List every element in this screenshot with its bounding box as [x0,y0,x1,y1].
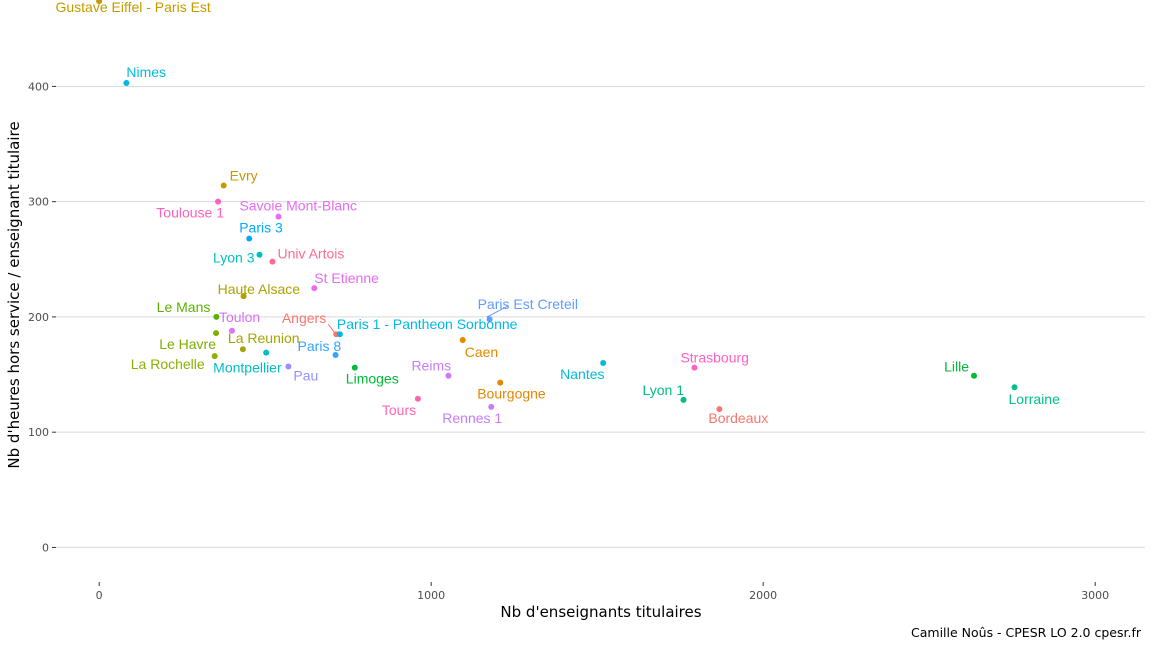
point-paris-3 [246,235,253,242]
label-montpellier: Montpellier [213,360,282,376]
label-lyon-3: Lyon 3 [213,250,255,266]
x-tick-label: 3000 [1081,589,1109,602]
point-toulon [228,327,235,334]
label-nantes: Nantes [560,366,604,382]
label-pau: Pau [293,367,318,383]
y-tick-label: 100 [28,426,49,439]
label-paris-8: Paris 8 [298,338,342,354]
point-tours [414,395,421,402]
point-savoie-mont-blanc [275,213,282,220]
x-tick-label: 1000 [417,589,445,602]
y-tick-label: 200 [28,311,49,324]
x-axis: 0 1000 2000 3000 [96,582,1109,602]
point-toulouse-1 [215,198,222,205]
point-limoges [351,364,358,371]
point-reims [445,372,452,379]
y-tick-label: 300 [28,196,49,209]
point-univ-artois [269,258,276,265]
label-gustave-eiffel-paris-est: Gustave Eiffel - Paris Est [55,0,210,15]
point-lyon-1 [680,396,687,403]
x-tick-label: 2000 [749,589,777,602]
point-strasbourg [691,364,698,371]
label-toulon: Toulon [219,309,260,325]
point-labels: Gustave Eiffel - Paris Est Nimes Evry Toulo… [55,0,1060,426]
y-axis: 0 100 200 300 400 [28,80,56,554]
label-nimes: Nimes [126,64,166,80]
label-paris-est-creteil: Paris Est Creteil [478,296,578,312]
label-lorraine: Lorraine [1009,391,1061,407]
label-paris-3: Paris 3 [239,220,283,236]
label-evry: Evry [230,168,258,184]
label-paris-1-pantheon-sorbonne: Paris 1 - Pantheon Sorbonne [337,316,518,332]
label-le-mans: Le Mans [157,299,211,315]
point-montpellier [263,349,270,356]
label-le-havre: Le Havre [159,336,216,352]
label-toulouse-1: Toulouse 1 [156,205,224,221]
point-lyon-3 [256,251,263,258]
point-la-reunion [239,346,246,353]
caption: Camille Noûs - CPESR LO 2.0 cpesr.fr [911,625,1141,640]
point-paris-est-creteil [486,316,493,323]
label-bourgogne: Bourgogne [477,386,546,402]
label-la-rochelle: La Rochelle [131,356,205,372]
point-bourgogne [497,379,504,386]
y-axis-title: Nb d'heures hors service / enseignant ti… [5,121,23,468]
label-bordeaux: Bordeaux [708,410,768,426]
label-angers: Angers [282,310,326,326]
point-la-rochelle [211,353,218,360]
point-nimes [123,79,130,86]
point-nantes [600,360,607,367]
point-bordeaux [716,406,723,413]
point-rennes-1 [488,403,495,410]
label-connectors [327,305,508,333]
label-haute-alsace: Haute Alsace [218,281,301,297]
gridlines [56,85,1145,548]
connector-paris-est-creteil [486,305,508,318]
point-paris-1-pantheon-sorbonne [336,331,343,338]
point-st-etienne [311,285,318,292]
label-tours: Tours [382,402,416,418]
label-limoges: Limoges [346,371,399,387]
point-le-havre [213,330,220,337]
y-tick-label: 400 [28,80,49,93]
point-lorraine [1011,384,1018,391]
x-tick-label: 0 [96,589,103,602]
label-reims: Reims [411,358,451,374]
x-axis-title: Nb d'enseignants titulaires [500,603,701,621]
y-tick-label: 0 [42,541,49,554]
point-gustave-eiffel-paris-est [96,0,103,5]
label-savoie-mont-blanc: Savoie Mont-Blanc [239,198,357,214]
point-pau [285,363,292,370]
point-lille [971,372,978,379]
label-strasbourg: Strasbourg [680,350,748,366]
point-haute-alsace [240,293,247,300]
label-rennes-1: Rennes 1 [442,410,502,426]
point-le-mans [213,313,220,320]
label-st-etienne: St Etienne [314,270,379,286]
label-caen: Caen [465,344,498,360]
label-univ-artois: Univ Artois [277,246,344,262]
label-la-reunion: La Reunion [228,330,300,346]
point-evry [220,182,227,189]
point-paris-8 [332,351,339,358]
connector-angers [327,323,335,333]
label-lyon-1: Lyon 1 [643,382,685,398]
label-lille: Lille [944,359,969,375]
data-points [96,0,1018,413]
point-caen [459,336,466,343]
